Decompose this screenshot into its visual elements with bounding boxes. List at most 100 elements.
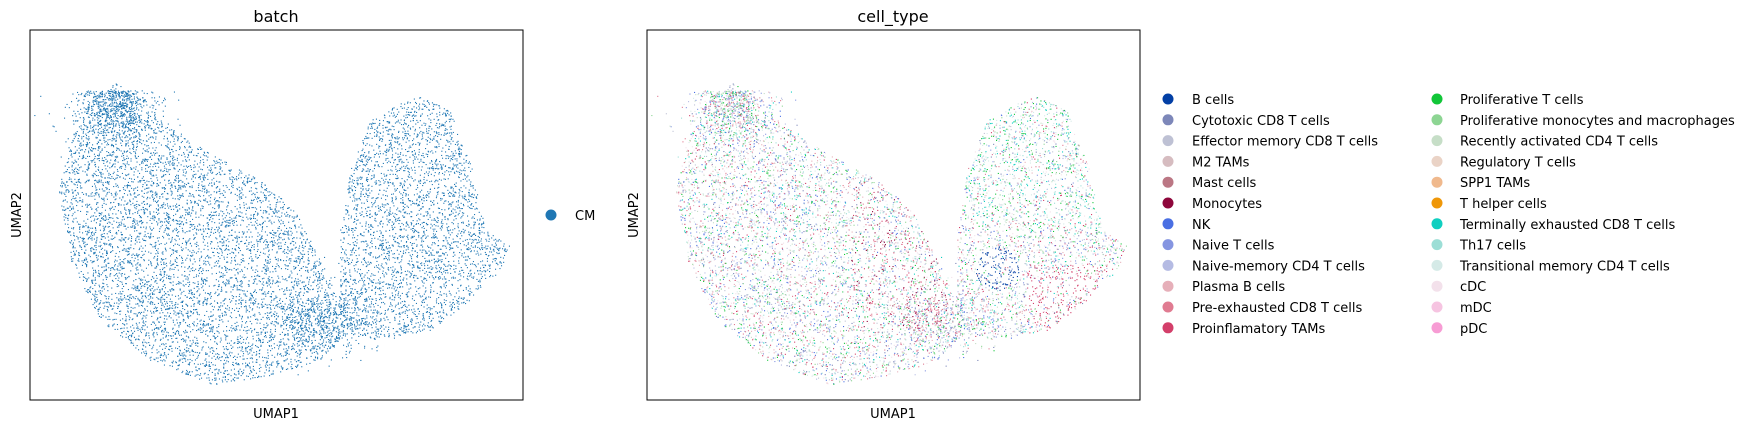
cell-point bbox=[281, 212, 283, 214]
cell-point bbox=[446, 223, 448, 225]
cell-point bbox=[280, 259, 282, 261]
cell-point bbox=[354, 281, 356, 283]
cell-point bbox=[369, 157, 371, 159]
cell-point bbox=[186, 199, 188, 201]
cell-point bbox=[375, 247, 377, 249]
cell-point bbox=[291, 248, 293, 250]
cell-point bbox=[376, 161, 378, 163]
cell-point bbox=[182, 185, 184, 187]
cell-point bbox=[144, 126, 146, 128]
cell-point bbox=[185, 171, 187, 173]
cell-point bbox=[395, 168, 397, 170]
cell-point bbox=[429, 168, 431, 170]
cell-point bbox=[154, 280, 156, 282]
cell-point bbox=[179, 197, 181, 199]
cell-point bbox=[405, 252, 407, 254]
cell-point bbox=[241, 324, 243, 326]
cell-point bbox=[220, 224, 222, 226]
cell-point bbox=[122, 268, 124, 270]
cell-point bbox=[352, 194, 354, 196]
cell-point bbox=[261, 342, 263, 344]
cell-point bbox=[271, 223, 273, 225]
cell-point bbox=[137, 303, 139, 305]
cell-point bbox=[157, 255, 159, 257]
cell-point bbox=[222, 273, 224, 275]
cell-point bbox=[72, 197, 74, 199]
cell-point bbox=[450, 137, 452, 139]
cell-point bbox=[414, 128, 416, 130]
cell-point bbox=[351, 189, 353, 191]
cell-point bbox=[251, 207, 253, 209]
cell-point bbox=[315, 357, 317, 359]
cell-point bbox=[217, 242, 219, 244]
cell-point bbox=[372, 316, 374, 318]
cell-point bbox=[223, 373, 225, 375]
cell-point bbox=[209, 214, 211, 216]
cell-point bbox=[151, 329, 153, 331]
cell-point bbox=[458, 148, 460, 150]
cell-point bbox=[163, 328, 165, 330]
cell-point bbox=[150, 310, 152, 312]
cell-point bbox=[201, 190, 203, 192]
cell-point bbox=[131, 287, 133, 289]
cell-point bbox=[458, 177, 460, 179]
cell-point bbox=[429, 151, 431, 153]
cell-point bbox=[290, 289, 292, 291]
cell-point bbox=[226, 283, 228, 285]
cell-point bbox=[196, 286, 198, 288]
cell-point bbox=[165, 174, 167, 176]
cell-point bbox=[199, 224, 201, 226]
cell-point bbox=[419, 127, 421, 129]
cell-point bbox=[405, 123, 407, 125]
cell-point bbox=[362, 155, 364, 157]
cell-point bbox=[385, 175, 387, 177]
cell-point bbox=[484, 274, 486, 276]
cell-point bbox=[284, 264, 286, 266]
cell-point bbox=[410, 274, 412, 276]
cell-point bbox=[101, 101, 103, 103]
cell-point bbox=[436, 191, 438, 193]
cell-point bbox=[419, 143, 421, 145]
cell-point bbox=[452, 131, 454, 133]
cell-point bbox=[134, 219, 136, 221]
cell-point bbox=[131, 106, 133, 108]
cell-point bbox=[341, 248, 343, 250]
cell-point bbox=[103, 270, 105, 272]
cell-point bbox=[63, 209, 65, 211]
cell-point bbox=[369, 214, 371, 216]
cell-point bbox=[471, 263, 473, 265]
cell-point bbox=[81, 260, 83, 262]
cell-point bbox=[237, 273, 239, 275]
cell-point bbox=[399, 316, 401, 318]
cell-point bbox=[405, 166, 407, 168]
cell-point bbox=[291, 307, 293, 309]
cell-point bbox=[165, 224, 167, 226]
cell-point bbox=[178, 298, 180, 300]
cell-point bbox=[160, 144, 162, 146]
cell-point bbox=[200, 168, 202, 170]
cell-point bbox=[413, 264, 415, 266]
cell-point bbox=[164, 354, 166, 356]
cell-point bbox=[391, 269, 393, 271]
cell-point bbox=[175, 314, 177, 316]
cell-point bbox=[477, 285, 479, 287]
cell-point bbox=[292, 326, 294, 328]
cell-point bbox=[278, 219, 280, 221]
cell-point bbox=[478, 227, 480, 229]
cell-point bbox=[443, 312, 445, 314]
cell-point bbox=[105, 140, 107, 142]
cell-point bbox=[368, 171, 370, 173]
cell-point bbox=[130, 294, 132, 296]
cell-point bbox=[98, 215, 100, 217]
cell-point bbox=[272, 337, 274, 339]
cell-point bbox=[440, 222, 442, 224]
cell-point bbox=[358, 248, 360, 250]
cell-point bbox=[383, 276, 385, 278]
cell-point bbox=[458, 176, 460, 178]
cell-point bbox=[266, 285, 268, 287]
cell-point bbox=[193, 287, 195, 289]
cell-point bbox=[427, 326, 429, 328]
cell-point bbox=[406, 138, 408, 140]
cell-point bbox=[409, 254, 411, 256]
cell-point bbox=[289, 299, 291, 301]
